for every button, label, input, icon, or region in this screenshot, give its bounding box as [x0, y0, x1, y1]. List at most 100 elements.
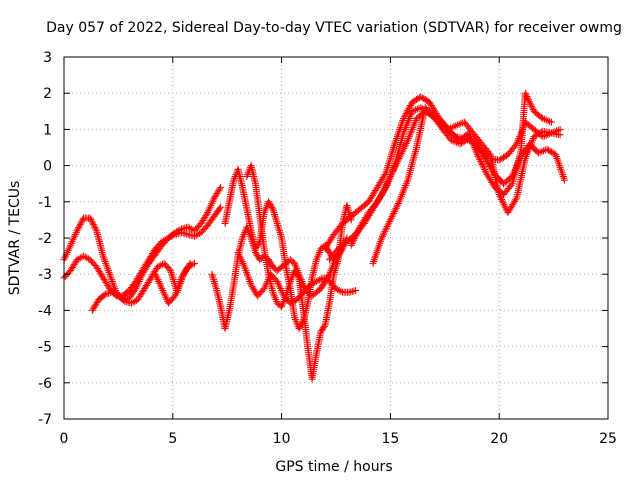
data-point — [547, 148, 555, 156]
data-point — [61, 254, 69, 262]
data-point — [65, 245, 73, 253]
data-point — [189, 260, 197, 268]
data-point — [404, 136, 412, 144]
data-point — [100, 291, 108, 299]
data-point — [480, 153, 488, 161]
data-point — [406, 102, 414, 110]
data-point — [383, 165, 391, 173]
data-point — [230, 176, 238, 184]
data-point — [288, 274, 296, 282]
data-point — [410, 120, 418, 128]
data-point — [387, 214, 395, 222]
data-point — [105, 268, 113, 276]
data-point — [468, 138, 476, 146]
data-point — [344, 205, 352, 213]
data-point — [402, 124, 410, 132]
data-point — [396, 196, 404, 204]
data-point — [386, 218, 394, 226]
data-point — [316, 276, 324, 284]
x-tick-label: 5 — [168, 431, 177, 447]
data-point — [383, 180, 391, 188]
data-point — [403, 138, 411, 146]
data-point — [403, 178, 411, 186]
series-track-g — [243, 162, 355, 383]
data-point — [406, 166, 414, 174]
data-point — [317, 328, 325, 336]
data-point — [383, 182, 391, 190]
data-point — [174, 285, 182, 293]
data-point — [211, 281, 219, 289]
data-point — [409, 155, 417, 163]
data-point — [277, 286, 285, 294]
data-point — [514, 136, 522, 144]
data-point — [383, 167, 391, 175]
data-points — [60, 89, 568, 383]
data-point — [87, 216, 95, 224]
data-point — [546, 117, 554, 125]
data-point — [156, 281, 164, 289]
data-point — [499, 199, 507, 207]
data-point — [172, 290, 180, 298]
data-point — [320, 322, 328, 330]
data-point — [168, 232, 176, 240]
data-point — [315, 248, 323, 256]
data-point — [267, 202, 275, 210]
data-point — [397, 192, 405, 200]
data-point — [169, 274, 177, 282]
data-point — [274, 221, 282, 229]
data-point — [71, 232, 79, 240]
data-point — [390, 142, 398, 150]
data-point — [453, 121, 461, 129]
data-point — [92, 225, 100, 233]
data-point — [67, 241, 75, 249]
data-point — [413, 96, 421, 104]
data-point — [273, 277, 281, 285]
data-point — [287, 276, 295, 284]
data-point — [270, 290, 278, 298]
data-point — [408, 125, 416, 133]
data-point — [246, 279, 254, 287]
data-point — [242, 267, 250, 275]
y-tick-label: -3 — [38, 267, 52, 283]
data-point — [402, 110, 410, 118]
data-point — [208, 270, 216, 278]
data-point — [285, 281, 293, 289]
data-point — [288, 298, 296, 306]
data-point — [291, 259, 299, 267]
data-point — [262, 281, 270, 289]
data-point — [285, 283, 293, 291]
data-point — [184, 223, 192, 231]
data-point — [410, 97, 418, 105]
y-tick-label: -6 — [38, 376, 52, 392]
data-point — [372, 250, 380, 258]
data-point — [110, 289, 118, 297]
data-point — [507, 181, 515, 189]
data-point — [314, 277, 322, 285]
data-point — [291, 267, 299, 275]
data-point — [402, 122, 410, 130]
data-point — [559, 172, 567, 180]
data-point — [560, 174, 568, 182]
data-point — [559, 171, 567, 179]
data-point — [319, 324, 327, 332]
data-point — [172, 288, 180, 296]
data-point — [353, 230, 361, 238]
data-point — [407, 165, 415, 173]
data-point — [390, 209, 398, 217]
data-point — [405, 115, 413, 123]
data-point — [292, 268, 300, 276]
data-point — [274, 223, 282, 231]
data-point — [500, 153, 508, 161]
data-point — [524, 96, 532, 104]
grid-lines — [64, 57, 608, 419]
data-point — [286, 279, 294, 287]
data-point — [389, 165, 397, 173]
data-point — [403, 108, 411, 116]
data-point — [406, 168, 414, 176]
data-point — [556, 131, 564, 139]
data-point — [546, 147, 554, 155]
data-point — [385, 219, 393, 227]
data-point — [265, 199, 273, 207]
data-point — [170, 277, 178, 285]
data-point — [376, 239, 384, 247]
